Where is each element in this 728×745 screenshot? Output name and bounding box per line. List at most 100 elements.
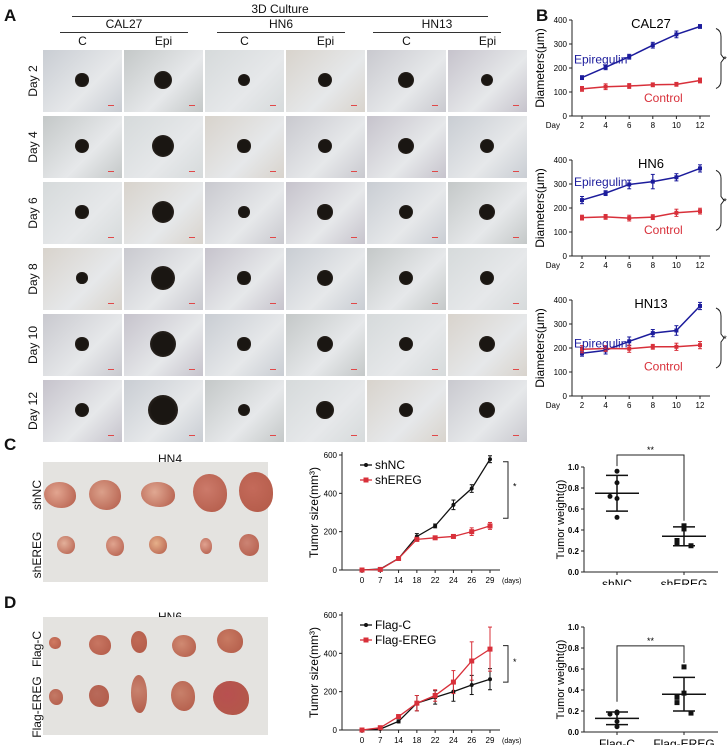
scale-bar bbox=[432, 303, 438, 304]
data-point bbox=[688, 543, 694, 549]
data-point bbox=[698, 209, 702, 214]
spheroid bbox=[479, 138, 495, 154]
data-point bbox=[614, 710, 620, 716]
condition-label: C bbox=[402, 34, 411, 48]
x-axis-label: Day bbox=[546, 401, 560, 410]
data-point bbox=[603, 84, 608, 89]
spheroid bbox=[74, 402, 90, 418]
micrograph-tile bbox=[205, 248, 284, 310]
x-tick-label: 24 bbox=[449, 576, 458, 585]
tumor-photo-hn6 bbox=[43, 617, 268, 735]
x-tick-label: shEREG bbox=[661, 577, 708, 585]
x-tick-label: 12 bbox=[696, 121, 705, 130]
tumor-specimen bbox=[49, 637, 61, 649]
y-tick-label: 600 bbox=[324, 611, 338, 620]
scale-bar bbox=[108, 105, 114, 106]
scale-bar bbox=[351, 303, 357, 304]
micrograph-tile bbox=[448, 248, 527, 310]
x-tick-label: 2 bbox=[580, 261, 585, 270]
data-point bbox=[627, 84, 632, 88]
data-point bbox=[674, 175, 679, 180]
data-point bbox=[627, 216, 632, 221]
significance-bracket bbox=[715, 307, 725, 369]
data-point bbox=[688, 710, 694, 716]
data-point bbox=[603, 191, 608, 196]
tumor-photo-hn4 bbox=[43, 462, 273, 582]
y-tick-label: 200 bbox=[324, 688, 338, 697]
y-tick-label: 1.0 bbox=[568, 623, 580, 632]
micrograph-tile bbox=[367, 314, 446, 376]
data-point bbox=[650, 344, 655, 349]
micrograph-tile bbox=[205, 314, 284, 376]
data-point bbox=[698, 304, 702, 308]
y-tick-label: 1.0 bbox=[568, 463, 580, 472]
tumor-specimen bbox=[89, 480, 121, 510]
cell-line-rule bbox=[373, 32, 501, 33]
spheroid bbox=[150, 265, 176, 291]
data-point bbox=[674, 32, 679, 37]
x-tick-label: 0 bbox=[360, 576, 365, 585]
x-tick-label: 8 bbox=[651, 121, 656, 130]
scale-bar bbox=[270, 171, 276, 172]
y-tick-label: 0 bbox=[333, 726, 338, 735]
significance-marker: ** bbox=[647, 636, 655, 646]
data-point bbox=[469, 529, 475, 535]
x-tick-label: shNC bbox=[602, 577, 632, 585]
micrograph-tile bbox=[286, 248, 365, 310]
spheroid bbox=[398, 270, 414, 286]
data-point bbox=[603, 65, 608, 70]
data-point bbox=[396, 556, 402, 561]
x-tick-label: 29 bbox=[486, 736, 495, 745]
x-tick-label: 26 bbox=[467, 736, 476, 745]
series-line-epiregulin bbox=[581, 305, 701, 355]
significance-marker: * bbox=[723, 196, 727, 206]
data-point bbox=[580, 215, 584, 220]
spheroid bbox=[398, 72, 414, 88]
scale-bar bbox=[108, 171, 114, 172]
y-tick-label: 400 bbox=[554, 16, 568, 25]
micrograph-tile bbox=[448, 116, 527, 178]
culture-title-rule bbox=[72, 16, 488, 17]
scale-bar bbox=[513, 369, 519, 370]
data-point bbox=[488, 677, 492, 682]
tumor-specimen bbox=[131, 675, 147, 713]
condition-label: Epi bbox=[154, 34, 173, 48]
data-point bbox=[681, 664, 687, 670]
x-tick-label: 6 bbox=[627, 121, 632, 130]
data-point bbox=[432, 535, 438, 541]
chart-title: HN13 bbox=[634, 296, 667, 311]
y-tick-label: 300 bbox=[554, 180, 568, 189]
x-tick-label: 14 bbox=[394, 576, 403, 585]
chart-title: CAL27 bbox=[631, 16, 671, 31]
scale-bar bbox=[513, 303, 519, 304]
data-point bbox=[580, 75, 584, 80]
tumor-specimen bbox=[49, 689, 63, 705]
y-axis-label: Diameters(μm) bbox=[533, 308, 547, 388]
panel-label-c: C bbox=[4, 435, 17, 454]
micrograph-tile bbox=[43, 182, 122, 244]
micrograph-tile bbox=[205, 182, 284, 244]
day-row-label: Day 4 bbox=[26, 131, 40, 163]
x-tick-label: 8 bbox=[651, 261, 656, 270]
scale-bar bbox=[108, 303, 114, 304]
x-tick-label: 12 bbox=[696, 261, 705, 270]
tumor-specimen bbox=[217, 629, 243, 653]
series-line bbox=[361, 648, 491, 731]
data-point bbox=[433, 523, 438, 528]
x-tick-label: 18 bbox=[412, 736, 421, 745]
scale-bar bbox=[513, 171, 519, 172]
data-point bbox=[650, 179, 655, 184]
micrograph-tile bbox=[124, 380, 203, 442]
chart-hn6-diameter: 0 100 200 300 400 Day 2 4 6 8 10 12 Diameters(μm) HN6… bbox=[533, 156, 727, 270]
spheroid bbox=[75, 205, 89, 219]
x-tick-label: 22 bbox=[431, 736, 440, 745]
y-tick-label: 100 bbox=[554, 368, 568, 377]
x-tick-label: 29 bbox=[486, 576, 495, 585]
scale-bar bbox=[351, 171, 357, 172]
panel-label-d: D bbox=[4, 593, 17, 612]
y-tick-label: 0 bbox=[563, 392, 568, 401]
condition-label: C bbox=[240, 34, 249, 48]
scale-bar bbox=[351, 435, 357, 436]
scale-bar bbox=[513, 105, 519, 106]
scale-bar bbox=[108, 369, 114, 370]
